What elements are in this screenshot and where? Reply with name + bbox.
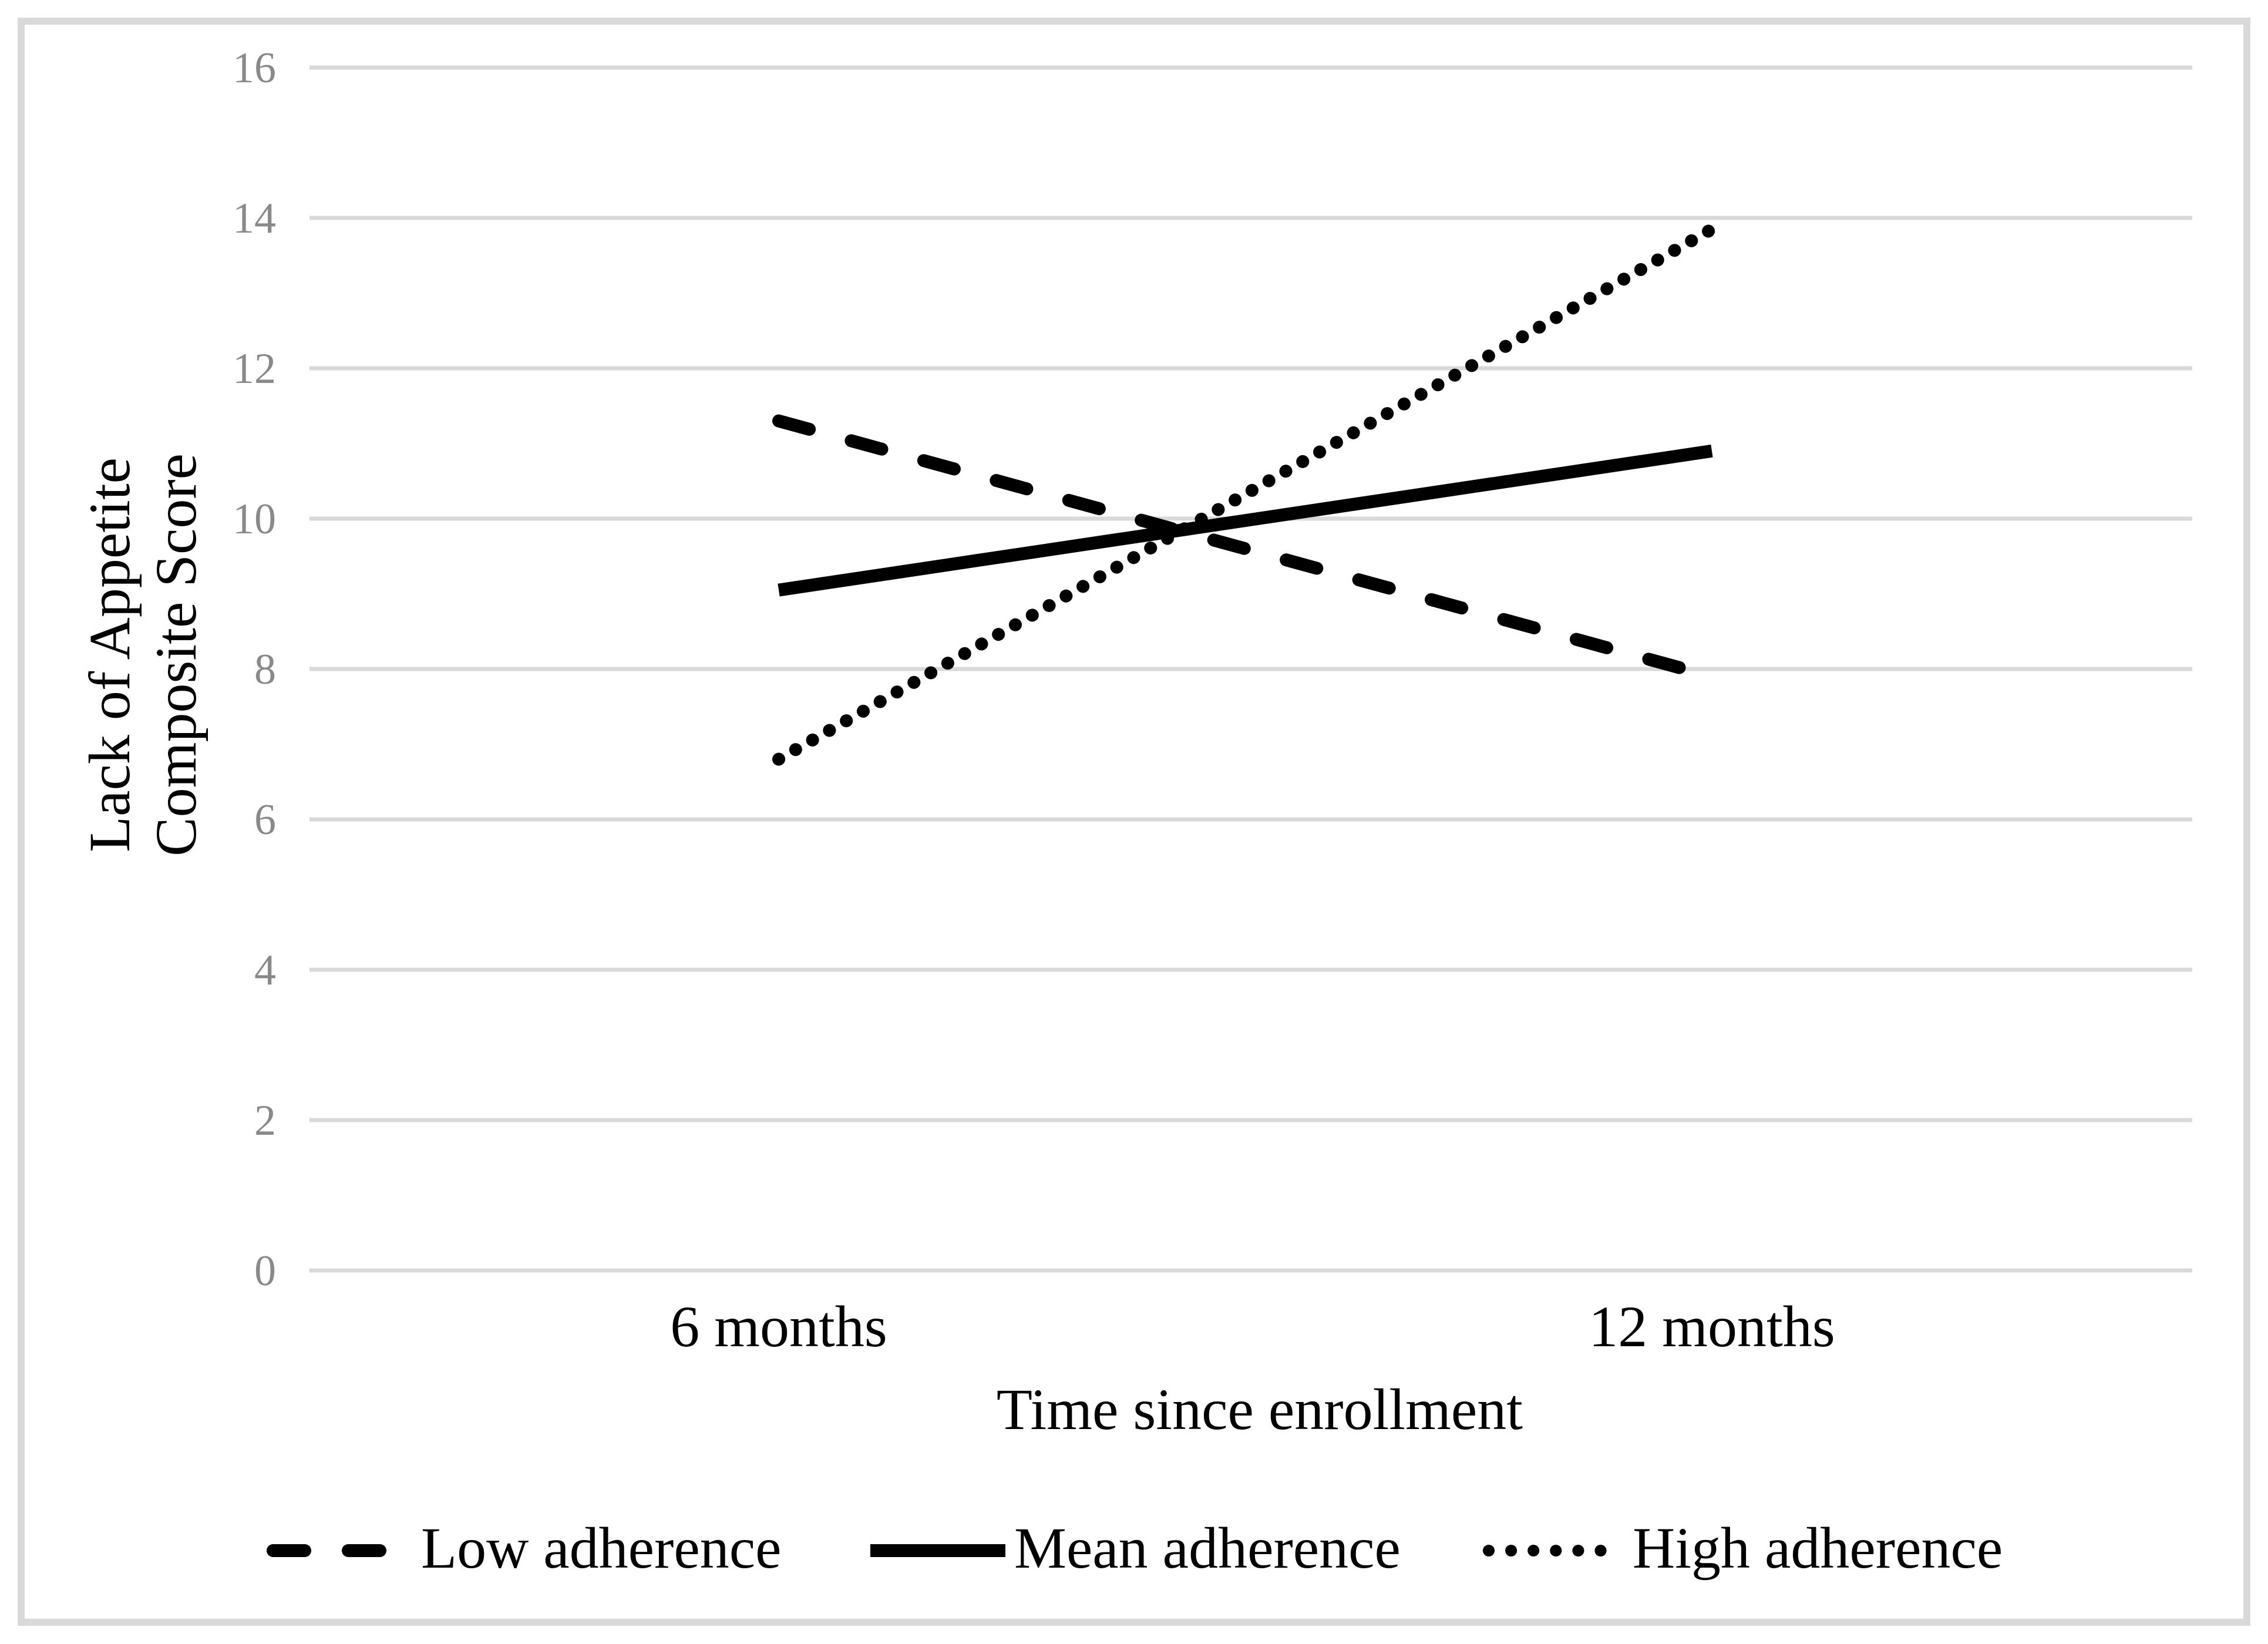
x-tick-label-12-months: 12 months xyxy=(1589,1294,1835,1359)
y-tick-label-4: 4 xyxy=(254,946,276,994)
legend-label-high-adherence: High adherence xyxy=(1633,1515,2003,1581)
series-lines xyxy=(772,223,1718,766)
x-tick-label-6-months: 6 months xyxy=(670,1294,887,1359)
y-tick-label-2: 2 xyxy=(254,1097,276,1145)
y-tick-label-0: 0 xyxy=(254,1247,276,1295)
y-axis-tick-labels: 0 2 4 6 8 10 12 14 16 xyxy=(233,44,276,1295)
y-tick-label-6: 6 xyxy=(254,796,276,844)
y-tick-label-16: 16 xyxy=(233,44,276,92)
series-line-low-adherence xyxy=(772,414,1718,683)
series-line-mean-adherence xyxy=(778,444,1713,597)
legend-label-low-adherence: Low adherence xyxy=(421,1515,782,1581)
y-axis-title-line1: Lack of Appetite xyxy=(77,458,142,852)
y-axis-title-line2: Composite Score xyxy=(143,453,208,856)
y-tick-label-12: 12 xyxy=(233,345,276,393)
y-tick-label-8: 8 xyxy=(254,646,276,694)
x-axis-title: Time since enrollment xyxy=(997,1377,1523,1442)
legend: Low adherence Mean adherence High adhere… xyxy=(267,1515,2003,1581)
y-tick-label-10: 10 xyxy=(233,495,276,543)
gridlines xyxy=(309,65,2192,1273)
y-tick-label-14: 14 xyxy=(233,194,276,243)
figure-border xyxy=(18,18,2250,1626)
legend-label-mean-adherence: Mean adherence xyxy=(1014,1515,1401,1581)
series-line-high-adherence xyxy=(772,223,1718,766)
